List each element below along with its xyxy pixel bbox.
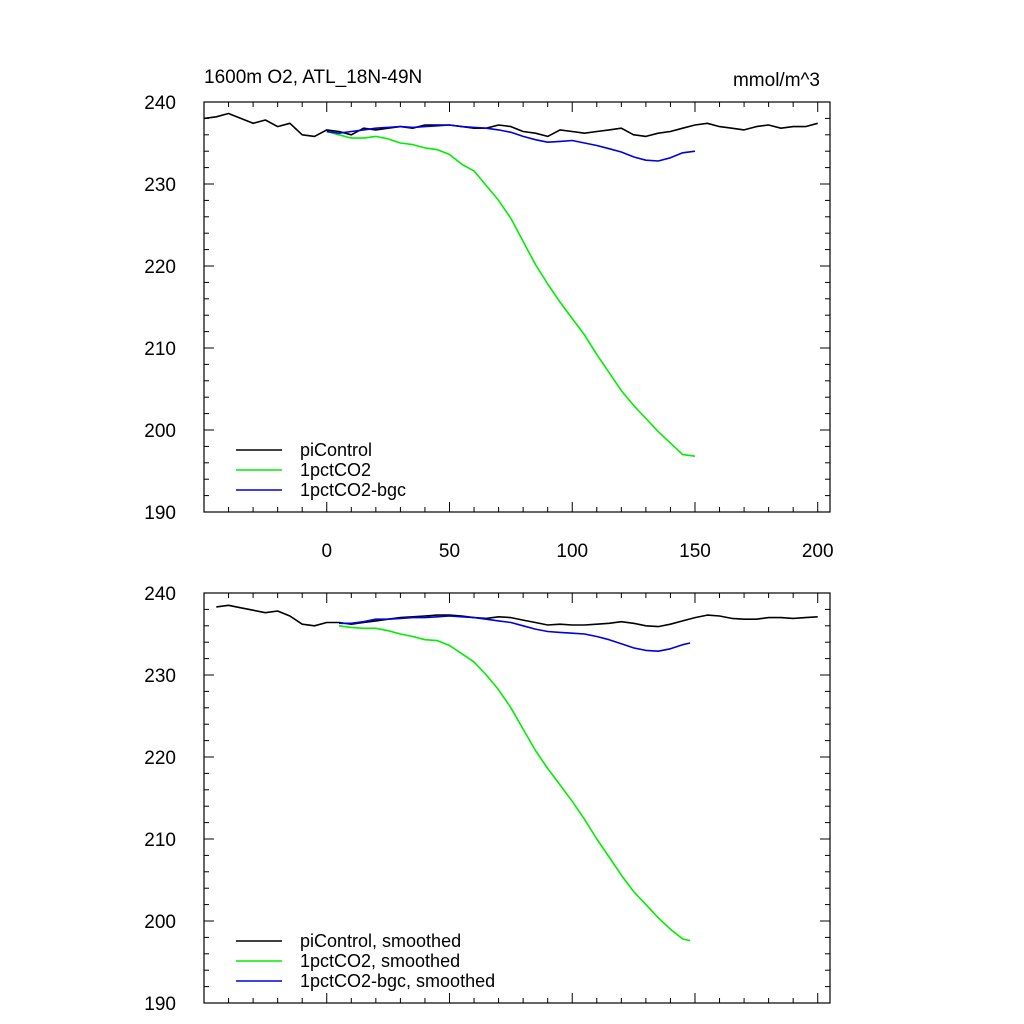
y-tick-label: 210	[144, 339, 176, 360]
chart-title: 1600m O2, ATL_18N-49N	[204, 67, 422, 88]
legend-label: 1pctCO2-bgc	[300, 480, 406, 500]
plot-frame	[203, 592, 831, 1004]
x-tick-label: 150	[679, 541, 711, 562]
legend-label: piControl	[300, 440, 372, 460]
series-line	[326, 124, 696, 162]
y-tick-label: 220	[144, 257, 176, 278]
x-tick-label: 200	[802, 541, 834, 562]
series-line	[339, 615, 691, 653]
plot-frame	[203, 101, 831, 513]
x-tick-label: 0	[321, 541, 332, 562]
y-tick-label: 190	[144, 503, 176, 524]
y-tick-label: 190	[144, 994, 176, 1015]
y-tick-label: 200	[144, 421, 176, 442]
y-tick-label: 240	[144, 93, 176, 114]
legend-label: 1pctCO2	[300, 460, 371, 480]
x-tick-label: 100	[556, 541, 588, 562]
legend-label: 1pctCO2, smoothed	[300, 951, 460, 971]
x-tick-label: 50	[439, 541, 460, 562]
y-tick-label: 210	[144, 830, 176, 851]
y-tick-label: 240	[144, 584, 176, 605]
y-tick-label: 220	[144, 748, 176, 769]
series-line	[326, 130, 696, 457]
series-line	[203, 112, 818, 138]
y-tick-label: 200	[144, 912, 176, 933]
legend-label: 1pctCO2-bgc, smoothed	[300, 971, 495, 991]
series-line	[216, 604, 818, 628]
units-label: mmol/m^3	[733, 70, 820, 91]
y-tick-label: 230	[144, 175, 176, 196]
series-line	[338, 625, 691, 942]
legend-label: piControl, smoothed	[300, 931, 461, 951]
y-tick-label: 230	[144, 666, 176, 687]
